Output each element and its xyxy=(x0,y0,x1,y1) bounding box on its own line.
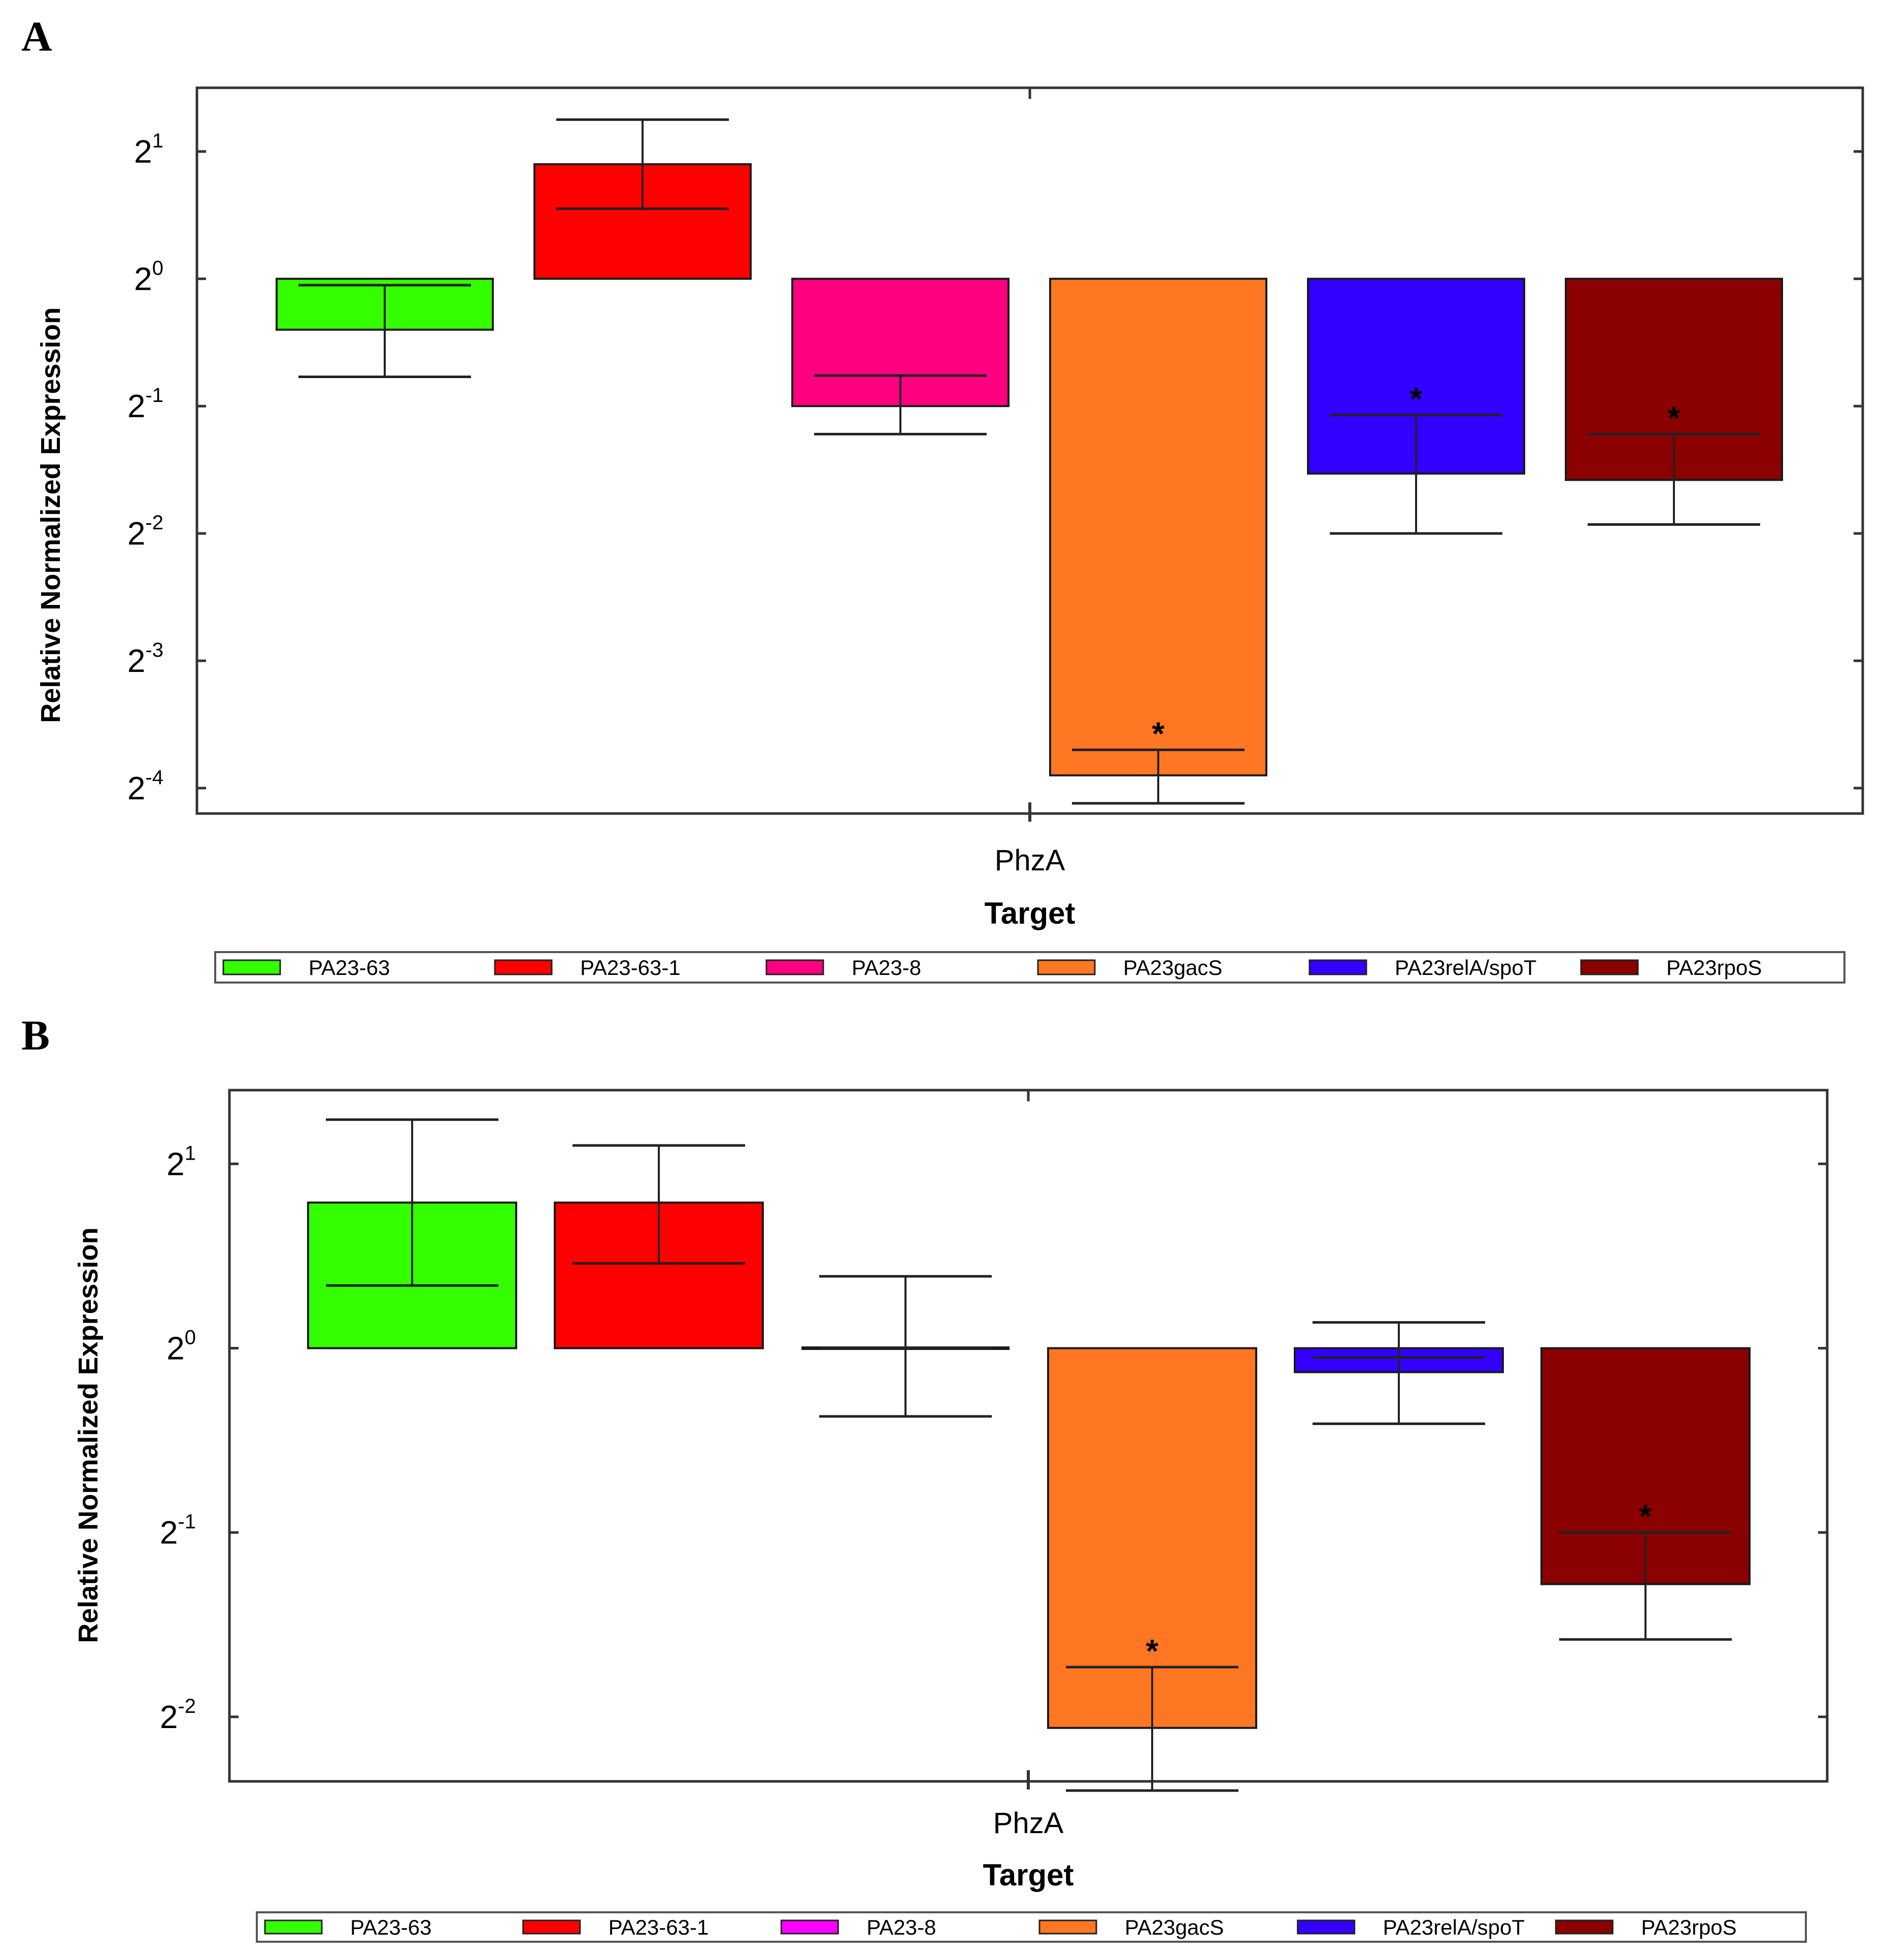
panel-a-ytick-label: 21 xyxy=(134,129,163,170)
panel-a-x-axis-title: Target xyxy=(985,896,1076,930)
panel-a-legend-swatch xyxy=(1308,959,1367,975)
panel-a-ytick-label: 2-2 xyxy=(127,512,163,552)
panel-b-legend-swatch xyxy=(1038,1919,1097,1935)
ytick-base: 2 xyxy=(127,388,146,424)
panel-a-legend-label: PA23-63 xyxy=(309,956,390,979)
panel-b-ytick-label: 21 xyxy=(166,1142,196,1182)
ytick-base: 2 xyxy=(166,1145,185,1182)
ytick-exponent: 1 xyxy=(185,1142,196,1164)
panel-a-legend-swatch xyxy=(222,959,281,975)
panel-a-legend-swatch xyxy=(1580,959,1639,975)
panel-b-x-axis-title: Target xyxy=(983,1858,1074,1892)
panel-a-significance-star: * xyxy=(1152,716,1165,752)
panel-a-category-label: PhzA xyxy=(995,844,1065,877)
ytick-exponent: -2 xyxy=(178,1695,196,1717)
panel-letter-b: B xyxy=(21,1012,50,1059)
panel-b-legend-swatch xyxy=(264,1919,323,1935)
ytick-base: 2 xyxy=(134,260,152,297)
panel-b-category-label: PhzA xyxy=(993,1807,1064,1840)
panel-b-legend-box xyxy=(256,1911,1807,1943)
panel-a-significance-star: * xyxy=(1410,381,1423,417)
panel-b-ytick-label: 2-2 xyxy=(160,1695,196,1735)
ytick-exponent: -1 xyxy=(178,1511,196,1533)
ytick-exponent: 0 xyxy=(185,1326,196,1348)
panel-b-legend-label: PA23-63-1 xyxy=(609,1915,709,1939)
panel-a-y-axis-title: Relative Normalized Expression xyxy=(36,307,66,723)
panel-b-significance-star: * xyxy=(1639,1498,1652,1535)
ytick-base: 2 xyxy=(160,1514,178,1551)
ytick-exponent: -1 xyxy=(145,384,163,407)
ytick-base: 2 xyxy=(166,1330,185,1366)
panel-a-ytick-label: 2-3 xyxy=(127,639,163,679)
ytick-base: 2 xyxy=(134,133,152,170)
ytick-exponent: 1 xyxy=(152,129,163,152)
ytick-exponent: -2 xyxy=(145,512,163,534)
panel-a-legend-label: PA23-8 xyxy=(852,956,921,979)
panel-a-significance-star: * xyxy=(1668,399,1681,436)
ytick-exponent: -3 xyxy=(145,639,163,661)
panel-b-legend-label: PA23rpoS xyxy=(1641,1915,1736,1939)
panel-letter-a: A xyxy=(21,13,52,60)
ytick-exponent: -4 xyxy=(145,766,163,789)
ytick-base: 2 xyxy=(160,1699,178,1735)
panel-a-legend-swatch xyxy=(765,959,824,975)
ytick-base: 2 xyxy=(127,643,146,679)
panel-b-legend-label: PA23gacS xyxy=(1125,1915,1224,1939)
panel-b-legend-label: PA23-63 xyxy=(350,1915,431,1939)
panel-a-legend-label: PA23rpoS xyxy=(1666,956,1762,979)
ytick-base: 2 xyxy=(127,515,146,552)
panel-b-legend-swatch xyxy=(522,1919,581,1935)
panel-b-legend-swatch xyxy=(1297,1919,1356,1935)
panel-b-bar xyxy=(1047,1347,1257,1729)
panel-b-significance-star: * xyxy=(1146,1633,1159,1669)
panel-b-legend-swatch xyxy=(780,1919,839,1935)
panel-a-ytick-label: 20 xyxy=(134,257,163,297)
panel-a-legend-box xyxy=(214,951,1845,984)
panel-a-legend-label: PA23-63-1 xyxy=(580,956,681,979)
panel-a-legend-label: PA23relA/spoT xyxy=(1395,956,1536,979)
panel-b-ytick-label: 2-1 xyxy=(160,1511,196,1551)
panel-a-legend-swatch xyxy=(494,959,553,975)
panel-b-legend-label: PA23-8 xyxy=(866,1915,936,1939)
panel-b-legend-swatch xyxy=(1555,1919,1614,1935)
panel-b-ytick-label: 20 xyxy=(166,1326,196,1366)
panel-a-ytick-label: 2-4 xyxy=(127,766,163,806)
panel-a-bar xyxy=(1049,278,1267,776)
panel-a-legend-swatch xyxy=(1037,959,1096,975)
panel-b-y-axis-title: Relative Normalized Expression xyxy=(73,1227,104,1643)
ytick-base: 2 xyxy=(127,770,146,806)
panel-a-ytick-label: 2-1 xyxy=(127,384,163,424)
ytick-exponent: 0 xyxy=(152,257,163,279)
panel-b-legend-label: PA23relA/spoT xyxy=(1383,1915,1525,1939)
panel-a-legend-label: PA23gacS xyxy=(1123,956,1222,979)
